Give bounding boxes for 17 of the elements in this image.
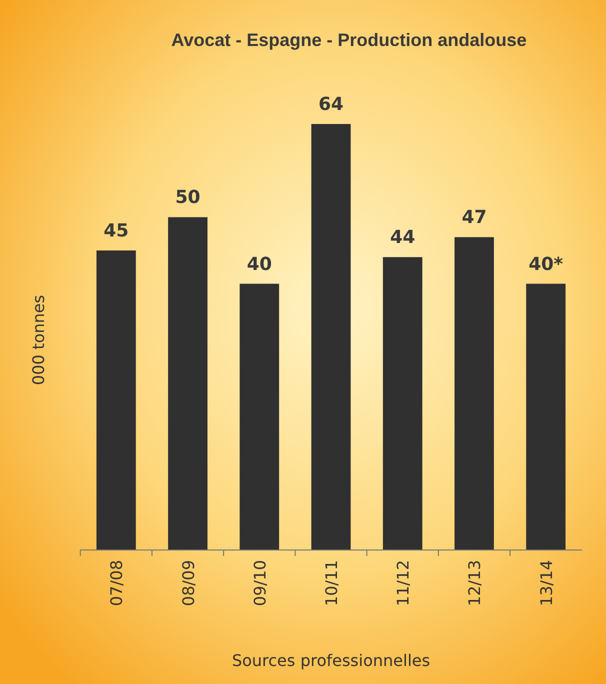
- y-axis-title: 000 tonnes: [29, 294, 48, 386]
- x-tick-label: 10/11: [322, 560, 341, 606]
- data-label: 40*: [528, 254, 564, 275]
- data-label: 44: [390, 227, 416, 248]
- data-label: 40: [246, 254, 272, 275]
- x-tick-label: 13/14: [536, 560, 556, 606]
- x-tick-label: 08/09: [178, 560, 198, 606]
- data-label: 45: [104, 220, 129, 242]
- data-label: 50: [175, 187, 200, 208]
- x-tick-label: 07/08: [107, 560, 126, 606]
- x-tick-label: 09/10: [250, 560, 270, 606]
- chart-title: Avocat - Espagne - Production andalouse: [171, 30, 527, 50]
- data-label: 47: [462, 207, 487, 228]
- x-tick-label: 11/12: [394, 560, 413, 606]
- source-note: Sources professionnelles: [232, 651, 430, 670]
- x-tick-label: 12/13: [465, 560, 484, 606]
- data-label: 64: [318, 94, 344, 115]
